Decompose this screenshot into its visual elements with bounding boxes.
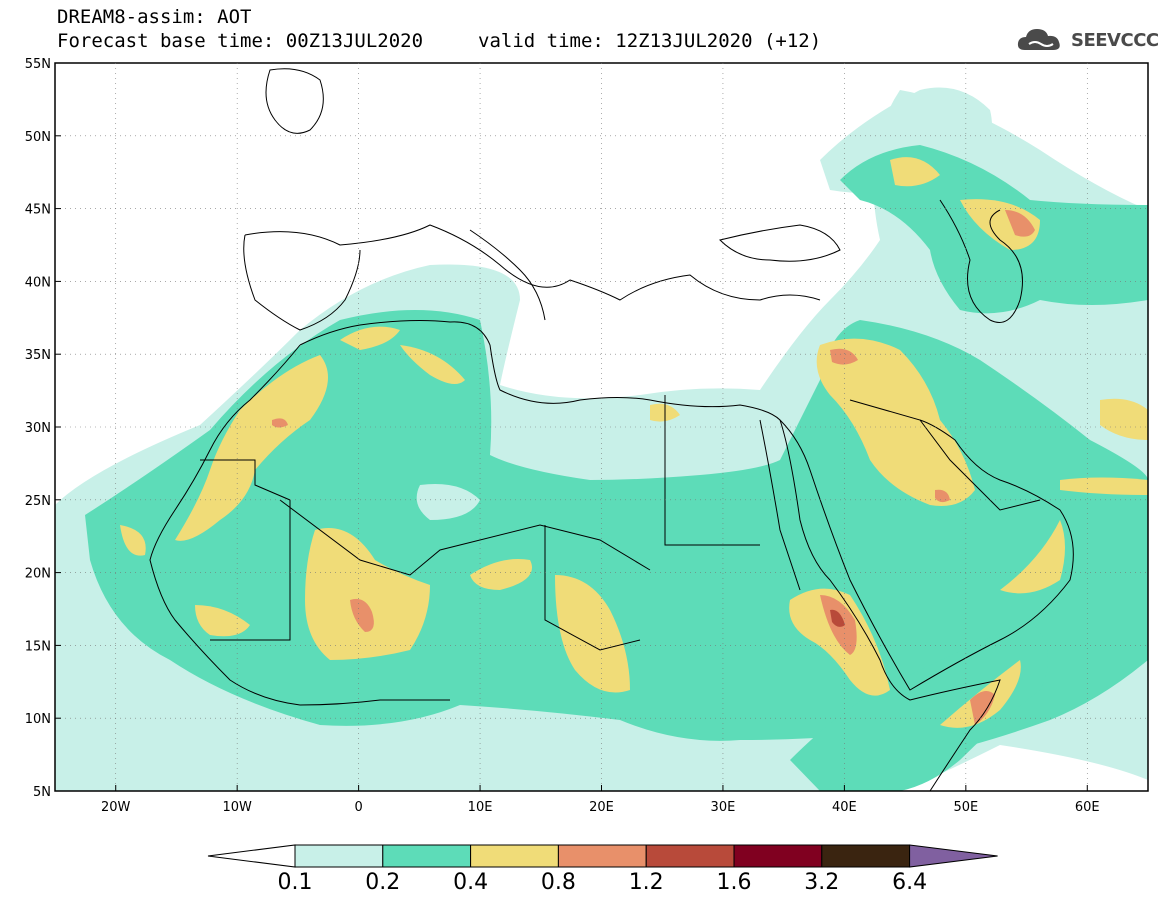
aot-band-0.4-iran: [1100, 398, 1148, 440]
colorbar-low-arrow: [207, 844, 296, 868]
coastlines: [149, 68, 1074, 791]
aot-band-0.4-chad: [555, 575, 630, 693]
aot-band-0.4-mali: [305, 528, 430, 660]
coast-arabia: [779, 419, 1074, 691]
lat-tick-label: 20N: [25, 567, 51, 582]
lat-tick-label: 10N: [25, 712, 51, 727]
valid-time: valid time: 12Z13JUL2020 (+12): [478, 30, 822, 52]
colorbar-level-label: 0.1: [277, 870, 313, 895]
aot-band-0.4-arabia: [816, 338, 975, 506]
black-sea: [719, 224, 841, 262]
lat-tick-label: 25N: [25, 494, 51, 509]
lat-tick-label: 15N: [25, 639, 51, 654]
lat-tick-label: 5N: [33, 785, 51, 800]
border-mauritania: [200, 459, 291, 641]
colorbar-segment: [821, 844, 911, 868]
colorbar-segment: [470, 844, 559, 868]
aot-band-0.4-aral: [960, 199, 1040, 250]
lon-tick-label: 10W: [222, 800, 252, 815]
colorbar-segment: [294, 844, 384, 868]
colorbar-level-label: 0.8: [540, 870, 576, 895]
colorbar-segment: [557, 844, 647, 868]
lon-tick-label: 20W: [101, 800, 131, 815]
iberia: [243, 234, 361, 331]
aot-band-0.8-iraq: [830, 348, 858, 365]
lat-tick-label: 30N: [25, 421, 51, 436]
aot-band-0.2-plateau: [416, 484, 480, 520]
coast-europe: [244, 224, 821, 301]
lon-tick-labels: 20W 10W 0 10E 20E 30E 40E 50E 60E: [101, 785, 1100, 815]
colorbar-level-label: 0.2: [365, 870, 401, 895]
lon-tick-label: 50E: [953, 800, 978, 815]
aot-band-1.2-redsea: [830, 609, 845, 627]
colorbar-level-label: 1.6: [716, 870, 752, 895]
aot-band-0.4-algeria: [400, 345, 465, 384]
colorbar-segment: [733, 844, 823, 868]
aot-contours: [55, 87, 1148, 791]
lon-tick-label: 30E: [711, 800, 736, 815]
lon-tick-label: 10E: [468, 800, 493, 815]
forecast-base-time: Forecast base time: 00Z13JUL2020: [57, 30, 424, 52]
lon-tick-label: 0: [354, 800, 362, 815]
gridlines: [55, 63, 1148, 791]
nile: [759, 419, 801, 591]
border-egypt: [664, 395, 760, 546]
aot-band-0.4-morocco: [175, 355, 328, 541]
border-algeria-mali: [279, 499, 651, 576]
cloud-icon: [1017, 29, 1060, 50]
aot-band-0.8-morocco: [272, 418, 288, 428]
coast-westafrica: [149, 344, 450, 706]
colorbar-high-arrow: [909, 844, 998, 868]
aot-band-0.8-mali: [350, 598, 374, 632]
colorbar-level-label: 6.4: [892, 870, 928, 895]
aot-band-0.4-caspian: [890, 157, 940, 187]
uk-ireland: [265, 68, 324, 134]
lat-tick-label: 40N: [25, 275, 51, 290]
lon-tick-label: 40E: [832, 800, 857, 815]
colorbar-segment: [645, 844, 735, 868]
lat-tick-label: 45N: [25, 203, 51, 218]
aot-band-0.8-aral: [1005, 210, 1035, 237]
lon-tick-label: 60E: [1075, 800, 1100, 815]
colorbar-level-label: 0.4: [453, 870, 489, 895]
seevccc-logo: SEEVCCC: [1015, 24, 1159, 56]
aot-band-0.4-gulf: [1060, 477, 1148, 495]
aot-band-0.4-atlas: [340, 326, 400, 350]
lat-tick-label: 50N: [25, 130, 51, 145]
lat-tick-label: 55N: [25, 57, 51, 72]
aot-band-0.4-senegal: [120, 525, 146, 556]
colorbar: [207, 844, 998, 868]
italy: [469, 229, 546, 321]
aot-band-0.8-somalia: [970, 691, 995, 725]
map-title: DREAM8-assim: AOT: [57, 6, 252, 28]
colorbar-level-label: 1.2: [628, 870, 664, 895]
aot-band-0.4-oman: [1000, 520, 1065, 594]
coast-africa: [299, 320, 1001, 791]
aot-band-0.1-west: [55, 610, 100, 681]
aot-band-0.4-niger: [470, 559, 532, 590]
lat-tick-labels: 55N 50N 45N 40N 35N 30N 25N 20N 15N 10N 5N: [25, 57, 61, 800]
aot-band-0.4-guinea: [195, 605, 250, 637]
lat-tick-label: 35N: [25, 348, 51, 363]
aot-band-0.2-hornafrica: [790, 620, 1048, 791]
border-arabia: [849, 399, 1041, 511]
logo-text: SEEVCCC: [1071, 29, 1159, 51]
colorbar-segment: [382, 844, 472, 868]
colorbar-level-label: 3.2: [804, 870, 840, 895]
aot-band-0.8-saudi: [935, 489, 950, 503]
caspian-sea: [939, 199, 1023, 323]
lon-tick-label: 20E: [589, 800, 614, 815]
